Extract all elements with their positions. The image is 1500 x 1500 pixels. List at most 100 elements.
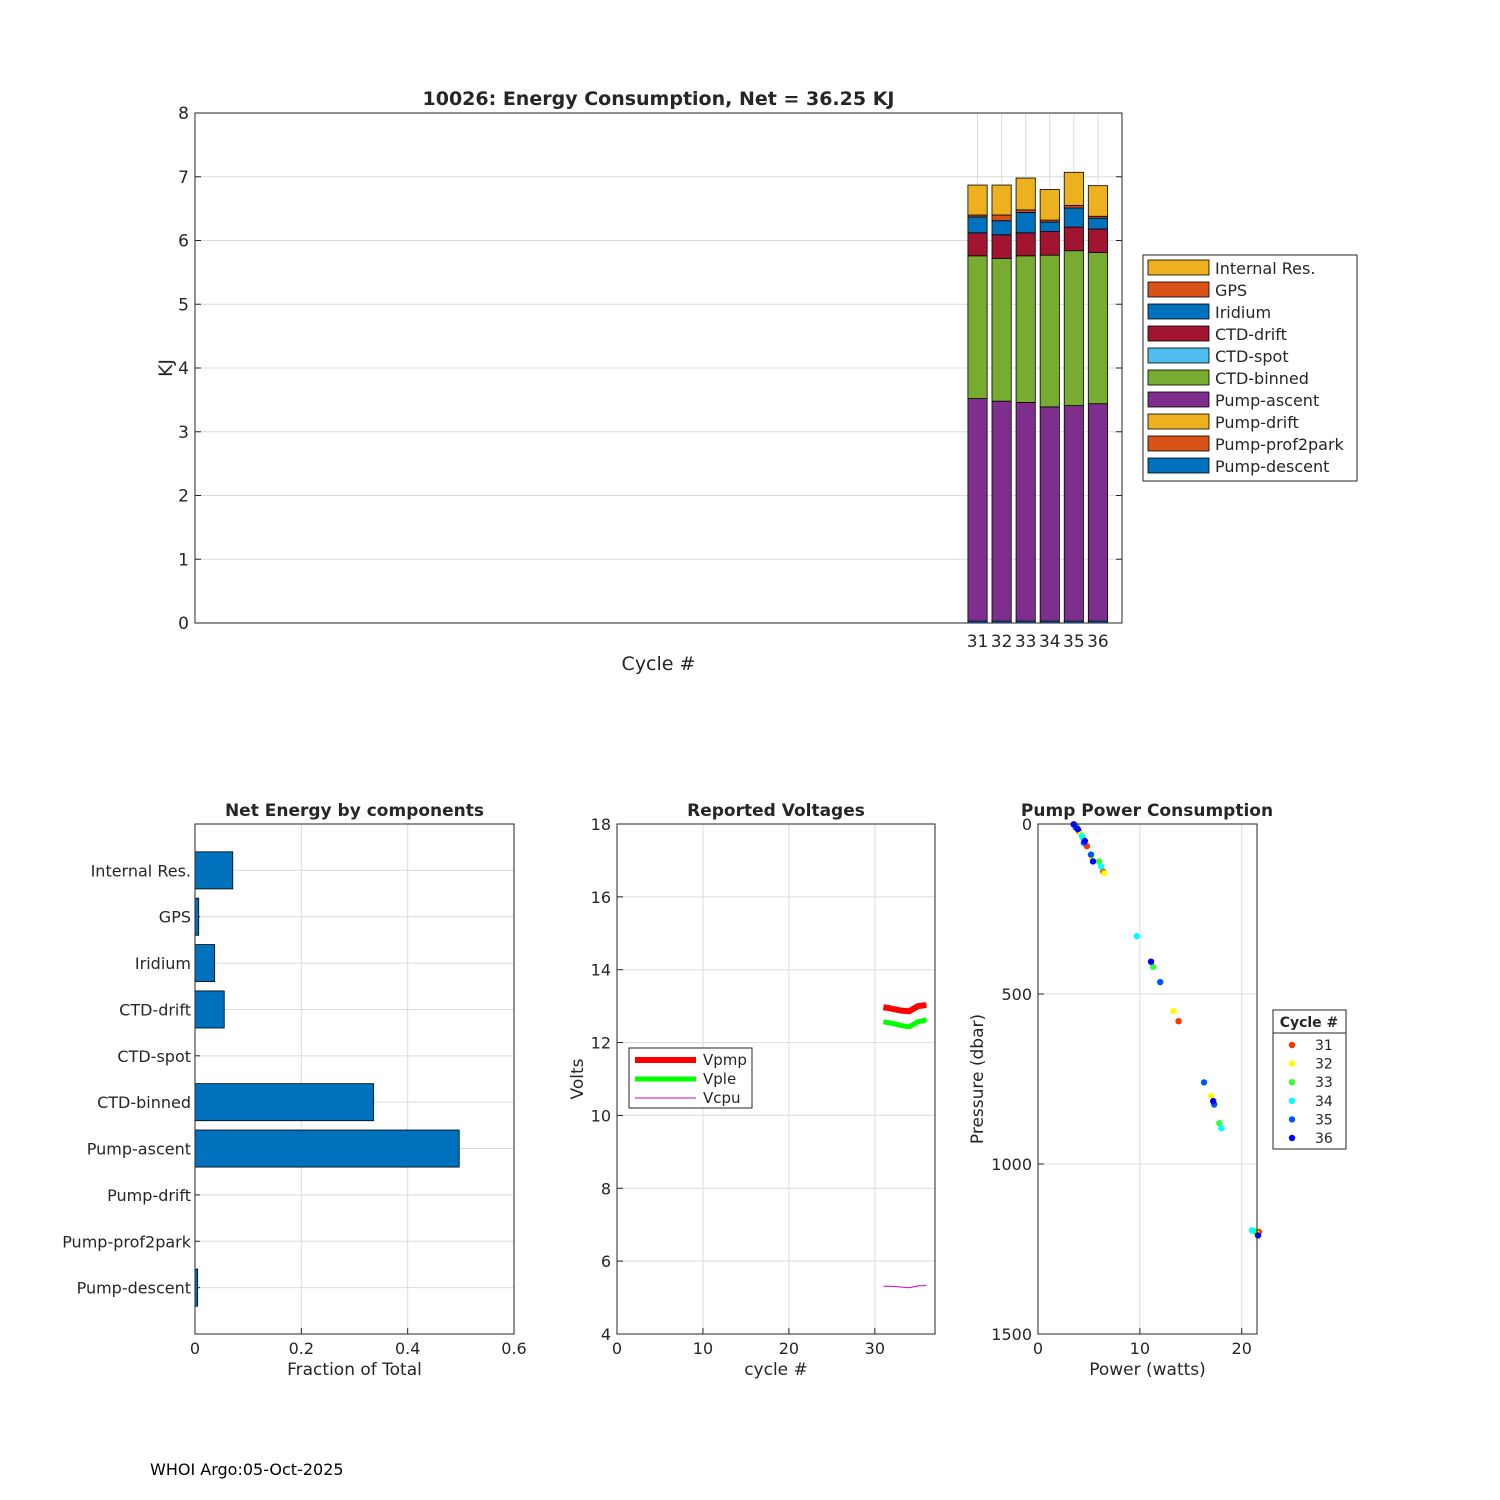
c1-legend-swatch: [1147, 413, 1210, 430]
c1-bar-segment: [991, 400, 1012, 622]
c1-legend-label: Pump-prof2park: [1215, 435, 1345, 454]
c3-series-line: [882, 1002, 927, 1015]
c4-legend-marker: [1288, 1041, 1296, 1049]
c1-bar-segment: [1087, 403, 1108, 622]
c1-bar-segment: [967, 184, 988, 216]
c1-ytick-label: 7: [178, 168, 189, 188]
c4-point: [1101, 870, 1108, 877]
c2-ytick-label: Internal Res.: [91, 861, 191, 880]
c2-xtick-label: 0.4: [395, 1339, 420, 1358]
c3-ytick-label: 16: [591, 888, 611, 907]
c4-legend-marker: [1288, 1079, 1296, 1086]
c1-bar-segment: [1063, 171, 1084, 206]
c4-ytick-label: 0: [1022, 815, 1032, 834]
c1-legend-swatch: [1147, 435, 1210, 452]
c1-bar-segment: [967, 232, 988, 257]
c1-legend-label: CTD-drift: [1215, 325, 1287, 344]
c1-legend-swatch: [1147, 281, 1210, 298]
c4-point: [1095, 858, 1103, 865]
c2-xlabel: Fraction of Total: [287, 1360, 422, 1380]
c4-legend-title: Cycle #: [1280, 1015, 1339, 1031]
c2-ytick-label: CTD-binned: [97, 1093, 191, 1112]
c4-point: [1078, 832, 1086, 840]
c4-xtick-label: 0: [1033, 1339, 1043, 1358]
c1-bar-segment: [1015, 177, 1036, 211]
c4-legend-label: 32: [1315, 1057, 1333, 1073]
c1-legend-swatch: [1147, 303, 1210, 320]
c2-xtick-label: 0: [190, 1339, 200, 1358]
c4-ytick-label: 1500: [991, 1325, 1032, 1344]
c1-legend-label: Iridium: [1215, 303, 1271, 322]
c1-ytick-label: 4: [178, 359, 189, 379]
c4-legend-marker: [1288, 1134, 1296, 1142]
c1-ytick-label: 8: [178, 104, 189, 124]
c4-point: [1170, 1007, 1177, 1015]
c4-point: [1200, 1079, 1208, 1086]
c4-point: [1081, 837, 1089, 845]
c1-legend-label: CTD-binned: [1215, 369, 1309, 388]
c1-xtick-label: 33: [1015, 632, 1037, 652]
c3-xtick-label: 0: [612, 1339, 622, 1358]
c1-legend-swatch: [1147, 369, 1210, 386]
c1-legend-swatch: [1147, 325, 1210, 342]
c1-legend-swatch: [1147, 259, 1210, 276]
c1-bar-segment: [1087, 228, 1108, 254]
c1-bar-segment: [1087, 217, 1108, 230]
c4-point: [1097, 863, 1105, 870]
c1-xtick-label: 31: [967, 632, 989, 652]
c1-bar-segment: [991, 234, 1012, 259]
c1-ytick-label: 5: [178, 295, 189, 315]
c1-bar-segment: [967, 216, 988, 234]
c4-point: [1207, 1092, 1215, 1100]
c1-bar-segment: [1087, 185, 1108, 217]
c3-legend-label: Vple: [703, 1070, 736, 1088]
c1-xtick-label: 36: [1087, 632, 1109, 652]
c1-legend-swatch: [1147, 347, 1210, 364]
c1-bar-segment: [1039, 254, 1060, 408]
c2-ytick-label: Pump-ascent: [87, 1140, 191, 1159]
c4-point: [1254, 1232, 1262, 1239]
c1-legend-label: Pump-ascent: [1215, 391, 1319, 410]
c1-bar-segment: [1063, 405, 1084, 622]
c1-ytick-label: 0: [178, 614, 189, 634]
c2-ytick-label: Iridium: [135, 954, 191, 973]
c2-bar: [194, 1129, 460, 1168]
c4-legend-label: 33: [1315, 1075, 1333, 1091]
c4-xtick-label: 10: [1130, 1339, 1150, 1358]
c3-title: Reported Voltages: [687, 801, 865, 821]
c1-ytick-label: 6: [178, 232, 189, 252]
c4-legend-label: 34: [1315, 1094, 1333, 1110]
c1-ytick-label: 3: [178, 423, 189, 443]
c1-xtick-label: 32: [991, 632, 1013, 652]
c3-xtick-label: 30: [865, 1339, 885, 1358]
c1-bar-segment: [1015, 255, 1036, 403]
c1-bar-segment: [991, 184, 1012, 216]
c4-point: [1074, 825, 1081, 833]
c2-ytick-label: Pump-drift: [107, 1186, 191, 1205]
c2-ytick-label: CTD-spot: [117, 1047, 191, 1066]
c3-ylabel: Volts: [568, 1058, 588, 1099]
c1-bar-segment: [1015, 212, 1036, 234]
c4-point: [1216, 1120, 1223, 1127]
c1-bar-segment: [967, 255, 988, 400]
c1-bar-segment: [1039, 221, 1060, 232]
c1-ytick-label: 2: [178, 487, 189, 507]
c4-ytick-label: 500: [1001, 985, 1032, 1004]
c4-ytick-label: 1000: [991, 1155, 1032, 1174]
c4-title: Pump Power Consumption: [1021, 801, 1273, 821]
c1-bar-segment: [1063, 250, 1084, 407]
c3-xtick-label: 10: [693, 1339, 713, 1358]
c3-ytick-label: 14: [591, 961, 611, 980]
c4-point: [1147, 958, 1155, 965]
c1-bar-segment: [1087, 252, 1108, 405]
c3-series-line: [883, 1017, 927, 1030]
c1-xtick-label: 35: [1063, 632, 1085, 652]
c1-bar-segment: [1063, 207, 1084, 228]
c4-xlabel: Power (watts): [1089, 1360, 1206, 1380]
c1-bar-segment: [991, 220, 1012, 236]
c4-point: [1149, 963, 1157, 970]
c4-point: [1248, 1227, 1256, 1234]
c4-legend-label: 36: [1315, 1131, 1333, 1147]
c2-axes-box: [194, 823, 515, 1335]
c4-ylabel: Pressure (dbar): [968, 1014, 988, 1144]
